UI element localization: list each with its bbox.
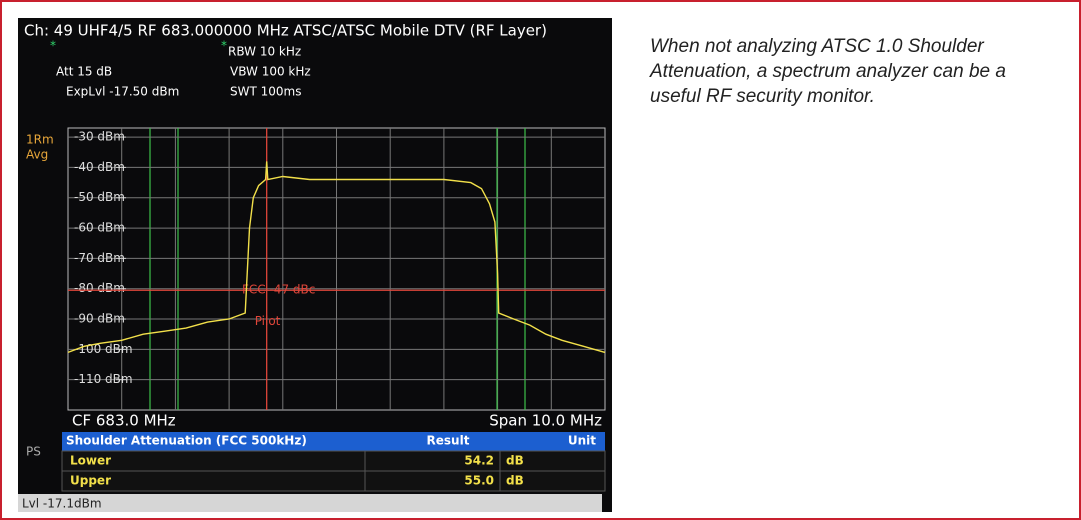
- row-value: 55.0: [464, 474, 494, 488]
- span: Span 10.0 MHz: [489, 412, 602, 430]
- table-header: Unit: [568, 434, 596, 448]
- header: Ch: 49 UHF4/5 RF 683.000000 MHz ATSC/ATS…: [24, 22, 547, 40]
- y-tick-label: -110 dBm: [74, 372, 133, 386]
- side-label: PS: [26, 445, 41, 459]
- caption: When not analyzing ATSC 1.0 Shoulder Att…: [650, 36, 1006, 107]
- table-header: Shoulder Attenuation (FCC 500kHz): [66, 434, 307, 448]
- row-label: Lower: [70, 454, 111, 468]
- setting: RBW 10 kHz: [228, 45, 301, 59]
- star: *: [50, 39, 56, 53]
- y-tick-label: -100 dBm: [74, 342, 133, 356]
- y-tick-label: -50 dBm: [74, 190, 125, 204]
- trace-label: 1Rm: [26, 133, 54, 147]
- status: Lvl -17.1dBm: [22, 497, 102, 511]
- star: *: [221, 39, 227, 53]
- row-value: 54.2: [464, 454, 494, 468]
- trace: [67, 161, 606, 354]
- row-unit: dB: [506, 454, 524, 468]
- center-freq: CF 683.0 MHz: [72, 412, 176, 430]
- setting: VBW 100 kHz: [230, 65, 311, 79]
- trace-label: Avg: [26, 148, 48, 162]
- row-label: Upper: [70, 474, 111, 488]
- table-header: Result: [427, 434, 470, 448]
- setting: Att 15 dB: [56, 65, 112, 79]
- screen-bg: [18, 18, 612, 512]
- status-bar: [18, 494, 602, 512]
- y-tick-label: -80 dBm: [74, 281, 125, 295]
- setting: SWT 100ms: [230, 85, 301, 99]
- y-tick-label: -60 dBm: [74, 221, 125, 235]
- y-tick-label: -70 dBm: [74, 251, 125, 265]
- row-unit: dB: [506, 474, 524, 488]
- reference-label: FCC -47 dBc: [242, 283, 315, 297]
- y-tick-label: -90 dBm: [74, 312, 125, 326]
- table-header-bg: [62, 432, 605, 451]
- setting: ExpLvl -17.50 dBm: [66, 85, 179, 99]
- y-tick-label: -40 dBm: [74, 160, 125, 174]
- pilot-label: Pilot: [255, 314, 281, 328]
- y-tick-label: -30 dBm: [74, 130, 125, 144]
